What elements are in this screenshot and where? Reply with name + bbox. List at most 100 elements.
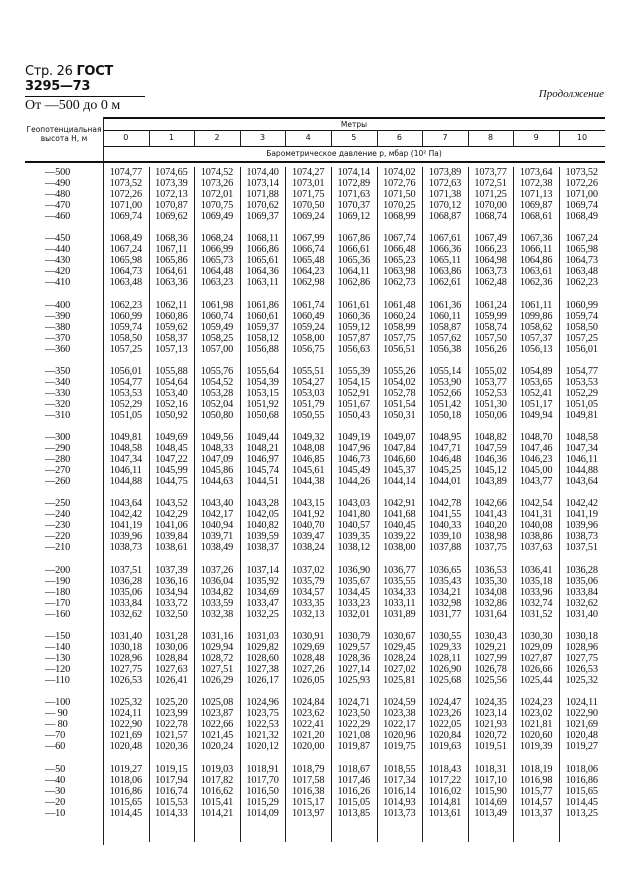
pressure-value: 1039,59 [246,531,279,543]
pressure-value: 1055,51 [291,365,325,377]
pressure-value: 1046,36 [474,454,507,466]
pressure-value: 1038,12 [337,542,371,554]
pressure-value: 1031,28 [155,631,188,643]
height-value: — 90 [45,708,68,720]
pressure-value: 1024,96 [246,697,279,709]
pressure-value: 1067,36 [519,233,553,245]
column-divider [376,167,378,842]
pressure-value: 1047,96 [337,443,371,455]
table-row: —220 1039,96 1039,84 1039,71 1039,59 1039,47 1… [25,531,605,542]
pressure-value: 1034,33 [383,586,416,598]
pressure-value: 1069,37 [246,211,279,222]
pressure-value: 1056,38 [428,343,462,355]
pressure-value: 1042,78 [428,498,462,510]
pressure-value: 1059,74 [565,310,599,322]
pressure-value: 1067,24 [109,244,143,256]
pressure-value: 1038,61 [155,542,188,554]
pressure-value: 1025,32 [565,675,599,687]
pressure-value: 1048,95 [428,432,462,444]
height-value: —40 [45,774,66,786]
column-divider [331,130,332,146]
pressure-value: 1022,90 [565,708,599,720]
column-divider [194,167,196,842]
pressure-value: 1074,14 [337,167,371,178]
pressure-value: 1028,72 [200,653,234,665]
pressure-value: 1051,42 [428,398,462,410]
pressure-value: 1031,40 [109,631,143,643]
pressure-value: 1065,23 [383,255,416,267]
pressure-value: 1032,50 [155,608,188,620]
pressure-value: 1026,05 [291,675,325,687]
pressure-value: 1035,92 [246,575,279,587]
pressure-value: 1062,61 [428,277,462,289]
pressure-value: 1013,97 [291,807,325,819]
column-divider [422,167,424,842]
pressure-value: 1038,24 [291,542,325,554]
pressure-value: 1058,62 [519,321,553,333]
pressure-value: 1065,86 [155,255,188,267]
height-value: — 80 [45,719,68,731]
pressure-value: 1041,19 [565,509,599,521]
pressure-value: 1056,51 [383,343,416,355]
pressure-value: 1050,18 [428,409,462,421]
pressure-value: 1022,17 [383,719,416,731]
pressure-value: 1022,41 [291,719,325,731]
pressure-value: 1021,81 [519,719,553,731]
pressure-value: 1072,26 [109,189,143,200]
pressure-value: 1028,96 [109,653,143,665]
standard-code: ГОСТ 3295—73 [25,64,113,94]
pressure-value: 1035,79 [291,575,325,587]
pressure-value: 1050,55 [291,409,325,421]
table-row: —40 1018,06 1017,94 1017,82 1017,70 1017,58 10… [25,775,605,786]
pressure-value: 1071,75 [291,189,325,200]
pressure-value: 1031,89 [383,608,416,620]
table-row: — 80 1022,90 1022,78 1022,66 1022,53 1022,41 1… [25,719,605,730]
pressure-value: 1049,56 [200,432,234,444]
pressure-value: 1051,79 [291,398,325,410]
pressure-value: 1030,67 [383,631,416,643]
pressure-value: 1061,11 [520,299,553,311]
pressure-value: 1034,82 [200,586,234,598]
pressure-value: 1048,82 [474,432,507,444]
pressure-value: 1045,25 [428,465,462,477]
table-row: —20 1015,65 1015,53 1015,41 1015,29 1015,17 10… [25,797,605,808]
pressure-value: 1045,49 [337,465,371,477]
pressure-value: 1038,37 [246,542,279,554]
pressure-value: 1051,05 [109,409,143,421]
pressure-value: 1019,39 [519,741,553,753]
pressure-value: 1030,79 [337,631,371,643]
pressure-value: 1040,08 [519,520,553,532]
pressure-value: 1041,68 [383,509,416,521]
pressure-value: 1034,21 [428,586,462,598]
pressure-value: 1067,74 [383,233,416,245]
pressure-value: 1069,74 [109,211,143,222]
pressure-value: 1066,11 [520,244,553,256]
height-value: —200 [45,564,71,576]
pressure-value: 1072,76 [383,178,416,189]
meters-header: Метры [340,120,368,129]
pressure-value: 1046,48 [428,454,462,466]
table-row: —440 1067,24 1067,11 1066,99 1066,86 1066,74 1… [25,244,605,255]
pressure-value: 1033,47 [246,597,279,609]
pressure-value: 1014,45 [109,807,143,819]
pressure-value: 1058,37 [155,332,188,344]
pressure-value: 1062,11 [155,299,188,311]
pressure-value: 1032,98 [428,597,462,609]
pressure-value: 1022,66 [200,719,234,731]
pressure-value: 1045,37 [383,465,416,477]
pressure-value: 1039,84 [155,531,188,543]
pressure-value: 1067,99 [291,233,325,245]
pressure-value: 1022,05 [428,719,462,731]
pressure-value: 1058,50 [109,332,143,344]
pressure-value: 1046,23 [519,454,553,466]
pressure-value: 1048,70 [519,432,553,444]
pressure-value: 1071,38 [428,189,462,200]
pressure-value: 1065,48 [291,255,325,267]
pressure-value: 1061,48 [383,299,416,311]
pressure-value: 1072,13 [155,189,188,200]
height-value: —230 [45,520,71,532]
pressure-value: 1023,75 [246,708,279,720]
pressure-value: 1049,81 [565,409,599,421]
pressure-value: 1015,77 [519,785,553,797]
pressure-value: 1029,69 [291,642,325,654]
